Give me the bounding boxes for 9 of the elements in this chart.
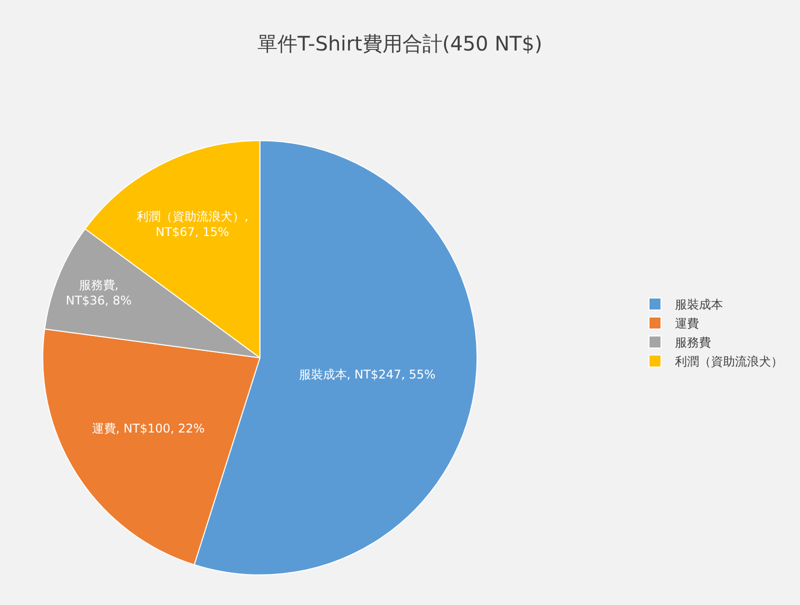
data-label: 利潤（資助流浪犬）, NT$67, 15%	[136, 209, 248, 239]
chart-title: 單件T-Shirt費用合計(450 NT$)	[258, 31, 542, 56]
data-label: 服裝成本, NT$247, 55%	[298, 367, 436, 382]
legend-label: 服裝成本	[675, 298, 723, 312]
data-label: 服務費, NT$36, 8%	[66, 278, 132, 308]
legend-label: 利潤（資助流浪犬）	[675, 354, 783, 369]
legend-label: 運費	[675, 316, 699, 331]
data-label: 運費, NT$100, 22%	[92, 422, 205, 436]
legend-label: 服務費	[675, 336, 711, 350]
